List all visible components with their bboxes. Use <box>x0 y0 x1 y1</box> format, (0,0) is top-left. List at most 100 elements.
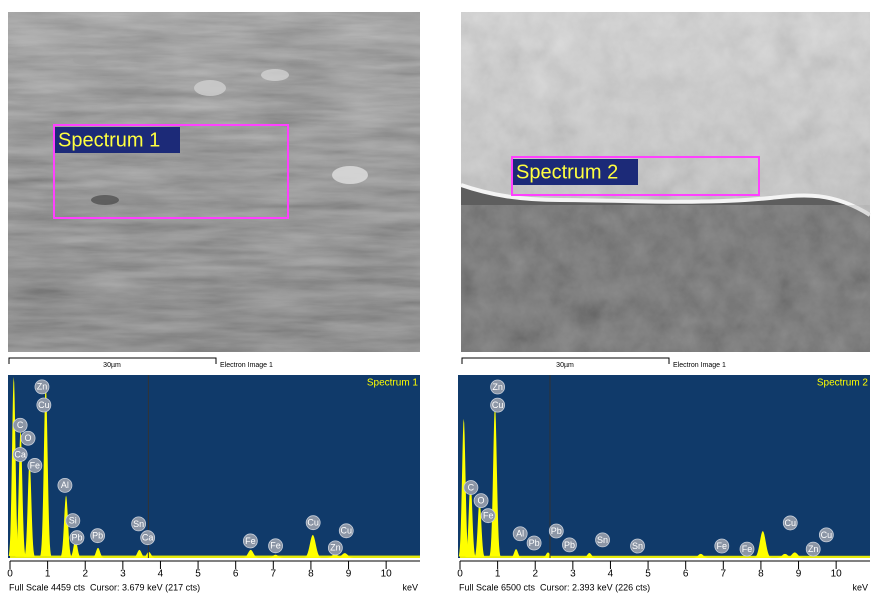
background-counts <box>460 555 870 558</box>
element-label: Sn <box>597 535 608 545</box>
element-marker <box>34 379 50 395</box>
scale-bar-label: 30µm <box>103 362 121 369</box>
element-label: Fe <box>717 541 728 551</box>
x-unit: keV <box>402 582 418 592</box>
element-label: Sn <box>632 541 643 551</box>
element-marker <box>782 515 798 531</box>
element-label: Sn <box>133 519 144 529</box>
x-tick-label: 6 <box>683 569 689 580</box>
peak <box>754 530 772 558</box>
scale-bar <box>461 357 670 364</box>
spectrum-tag <box>55 127 180 153</box>
element-marker <box>490 397 506 413</box>
element-label: Pb <box>92 531 103 541</box>
peak <box>335 553 354 558</box>
element-label: Zn <box>37 382 48 392</box>
element-marker <box>480 508 496 524</box>
x-tick-label: 7 <box>721 569 727 580</box>
element-label: Zn <box>492 382 503 392</box>
element-marker <box>140 530 156 546</box>
x-tick-label: 0 <box>457 569 463 580</box>
element-marker <box>526 535 542 551</box>
element-marker <box>65 513 81 529</box>
element-marker <box>512 526 528 542</box>
peak <box>60 495 72 558</box>
element-marker <box>548 523 564 539</box>
element-label: Al <box>516 529 524 539</box>
x-tick-label: 4 <box>158 569 164 580</box>
peak <box>541 552 555 558</box>
element-marker <box>268 538 283 554</box>
x-tick-label: 0 <box>7 569 13 580</box>
x-tick-label: 2 <box>532 569 538 580</box>
plot-area <box>458 375 870 558</box>
spectrum-tag-label: Spectrum 2 <box>516 161 618 183</box>
element-label: Fe <box>245 536 256 546</box>
element-marker <box>490 379 506 395</box>
peak <box>582 552 597 558</box>
element-marker <box>57 477 73 493</box>
x-tick-label: 3 <box>120 569 126 580</box>
element-label: Si <box>69 516 77 526</box>
element-label: Cu <box>307 518 319 528</box>
peak <box>91 547 105 558</box>
element-label: C <box>17 420 24 430</box>
element-marker <box>463 480 479 495</box>
x-tick-label: 6 <box>233 569 239 580</box>
peak <box>242 549 259 558</box>
x-tick-label: 4 <box>608 569 614 580</box>
element-marker <box>12 417 28 433</box>
element-marker <box>818 527 834 543</box>
peak <box>8 377 19 556</box>
plot-area <box>8 375 420 558</box>
element-label: Pb <box>71 533 82 543</box>
element-marker <box>12 447 28 462</box>
spectrum-title: Spectrum 1 <box>367 378 419 389</box>
element-label: Pb <box>529 538 540 548</box>
element-label: Cu <box>492 400 504 410</box>
element-marker <box>90 528 106 544</box>
x-tick-label: 7 <box>271 569 277 580</box>
x-tick-label: 3 <box>570 569 576 580</box>
element-marker <box>27 458 43 473</box>
element-marker <box>338 523 354 539</box>
element-label: Fe <box>483 511 494 521</box>
x-tick-label: 2 <box>82 569 88 580</box>
x-tick-label: 5 <box>645 569 651 580</box>
element-marker <box>131 516 147 532</box>
x-tick-label: 5 <box>195 569 201 580</box>
footer: Full Scale 6500 cts Cursor: 2.393 keV (2… <box>459 582 650 592</box>
scale-bar <box>8 357 217 364</box>
peak <box>304 534 322 558</box>
element-marker <box>805 541 821 557</box>
image-caption: Electron Image 1 <box>673 362 726 369</box>
element-marker <box>630 538 645 554</box>
element-label: Pb <box>551 526 562 536</box>
scale-bar-label: 30µm <box>556 362 574 369</box>
element-label: Pb <box>564 540 575 550</box>
element-marker <box>305 515 321 531</box>
x-tick-label: 9 <box>796 569 802 580</box>
element-label: Cu <box>784 518 796 528</box>
peak <box>510 549 522 558</box>
x-tick-label: 10 <box>381 569 393 580</box>
element-label: Fe <box>742 544 753 554</box>
spectrum-region <box>511 156 760 196</box>
element-marker <box>714 538 730 554</box>
spectrum-region <box>53 124 289 219</box>
element-marker <box>327 540 343 556</box>
element-marker <box>739 541 755 557</box>
element-label: O <box>25 433 32 443</box>
x-tick-label: 10 <box>831 569 843 580</box>
peak <box>15 430 26 557</box>
sem-image <box>8 12 420 352</box>
x-tick-label: 9 <box>346 569 352 580</box>
element-marker <box>473 493 489 509</box>
peak <box>465 480 476 558</box>
element-label: Ca <box>14 449 26 459</box>
image-caption: Electron Image 1 <box>220 362 273 369</box>
element-marker <box>36 397 52 413</box>
element-label: O <box>478 496 485 506</box>
element-label: Zn <box>808 544 819 554</box>
